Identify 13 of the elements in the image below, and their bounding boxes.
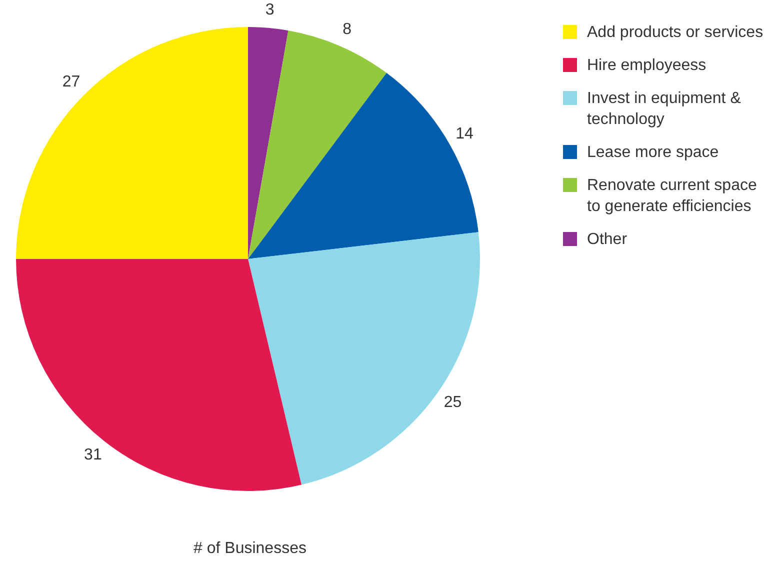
legend-label: Other (587, 230, 628, 250)
data-label: 31 (84, 446, 102, 464)
data-label: 25 (444, 394, 462, 411)
data-label: 8 (342, 20, 352, 38)
data-label: 27 (62, 74, 80, 91)
text: # of Businesses (192, 540, 308, 558)
data-label: 14 (456, 125, 474, 142)
legend-label: Lease more space (587, 143, 719, 163)
legend-label: Invest in equipment & technology (587, 89, 742, 130)
legend-label: Renovate current space to generate efficiencies (587, 176, 758, 217)
legend-label: Hire employeess (587, 56, 706, 76)
data-label: 3 (265, 1, 274, 18)
legend-label: Add products or services (587, 23, 764, 43)
